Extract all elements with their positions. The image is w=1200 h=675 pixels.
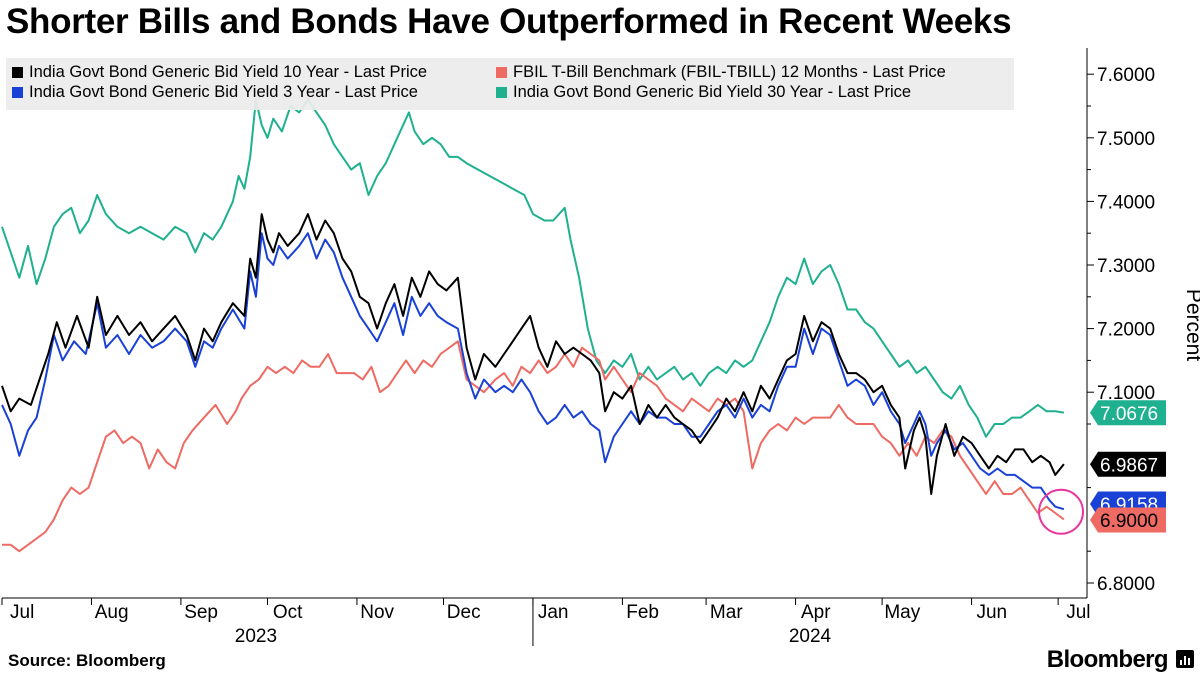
- y-tick-label: 7.1000: [1097, 383, 1155, 404]
- legend-item-tbill: FBIL T-Bill Benchmark (FBIL-TBILL) 12 Mo…: [496, 62, 946, 82]
- value-label-box: [1090, 400, 1166, 426]
- legend-item-3y: India Govt Bond Generic Bid Yield 3 Year…: [12, 82, 418, 102]
- y-tick-label: 7.4000: [1097, 192, 1155, 213]
- x-tick-label: Sep: [184, 602, 218, 623]
- value-label-text: 6.9000: [1100, 511, 1158, 532]
- y-axis-title: Percent: [1182, 289, 1200, 362]
- x-tick-label: May: [884, 602, 920, 623]
- year-label: 2023: [235, 626, 277, 647]
- series-line: [1, 232, 1065, 511]
- legend-item-10y: India Govt Bond Generic Bid Yield 10 Yea…: [12, 62, 427, 82]
- y-tick-label: 7.3000: [1097, 256, 1155, 277]
- legend-swatch-3y: [12, 87, 23, 98]
- x-tick-label: Apr: [801, 602, 831, 623]
- y-tick-label: 7.6000: [1097, 65, 1155, 86]
- source-note: Source: Bloomberg: [8, 651, 166, 670]
- x-tick-label: Feb: [626, 602, 659, 623]
- value-label-box: [1090, 451, 1166, 477]
- x-tick-label: Nov: [360, 602, 394, 623]
- x-tick-label: Dec: [447, 602, 481, 623]
- x-tick-label: Jul: [10, 602, 34, 623]
- legend-swatch-10y: [12, 67, 23, 78]
- x-tick-label: Jul: [1066, 602, 1090, 623]
- x-tick-label: Jan: [538, 602, 569, 623]
- x-tick-label: Mar: [710, 602, 743, 623]
- value-label-text: 7.0676: [1100, 404, 1158, 425]
- legend-label-3y: India Govt Bond Generic Bid Yield 3 Year…: [29, 83, 418, 101]
- legend-swatch-tbill: [496, 67, 507, 78]
- series-line: [1, 213, 1065, 495]
- x-tick-label: Oct: [273, 602, 303, 623]
- y-tick-label: 6.8000: [1097, 574, 1155, 595]
- legend-item-30y: India Govt Bond Generic Bid Yield 30 Yea…: [496, 82, 911, 102]
- highlight-circle: [1038, 488, 1085, 535]
- y-tick-label: 7.5000: [1097, 129, 1155, 150]
- chart-legend: India Govt Bond Generic Bid Yield 10 Yea…: [6, 58, 1014, 110]
- year-label: 2024: [789, 626, 832, 647]
- x-tick-label: Aug: [95, 602, 129, 623]
- series-line: [1, 98, 1065, 438]
- chart-title: Shorter Bills and Bonds Have Outperforme…: [6, 2, 1012, 41]
- legend-swatch-30y: [496, 87, 507, 98]
- x-tick-label: Jun: [976, 602, 1007, 623]
- legend-label-10y: India Govt Bond Generic Bid Yield 10 Yea…: [29, 63, 428, 81]
- series-line: [2, 340, 1065, 553]
- y-tick-label: 7.2000: [1097, 320, 1155, 341]
- value-label-box: [1090, 507, 1166, 533]
- legend-label-tbill: FBIL T-Bill Benchmark (FBIL-TBILL) 12 Mo…: [513, 63, 946, 81]
- legend-label-30y: India Govt Bond Generic Bid Yield 30 Yea…: [513, 83, 912, 101]
- value-label-text: 6.9867: [1100, 455, 1158, 476]
- brand-logo-text: Bloomberg: [1046, 646, 1169, 673]
- bloomberg-terminal-icon: [1176, 650, 1194, 668]
